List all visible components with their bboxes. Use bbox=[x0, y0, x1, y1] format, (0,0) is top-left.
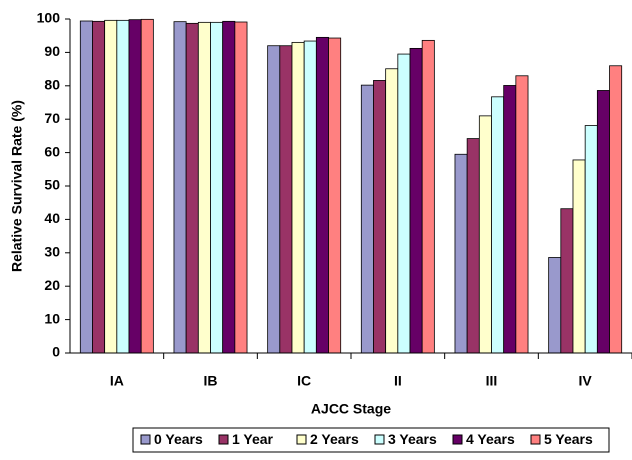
x-tick-label: III bbox=[486, 373, 498, 389]
bar bbox=[197, 21, 211, 354]
y-tick-label: 70 bbox=[44, 110, 60, 126]
bar bbox=[116, 19, 130, 354]
y-tick-label: 40 bbox=[44, 210, 60, 226]
bar bbox=[385, 68, 399, 354]
y-axis-title: Relative Survival Rate (%) bbox=[9, 100, 25, 272]
bar bbox=[478, 115, 492, 354]
x-tick-label: IV bbox=[579, 373, 593, 389]
x-axis-title: AJCC Stage bbox=[311, 401, 391, 417]
bar bbox=[79, 20, 93, 354]
bar bbox=[128, 19, 142, 354]
bar bbox=[609, 65, 623, 354]
bar bbox=[291, 41, 305, 354]
bar bbox=[267, 45, 281, 354]
bar bbox=[315, 36, 329, 354]
bar bbox=[140, 18, 154, 354]
x-tick-label: IB bbox=[204, 373, 218, 389]
legend-swatch bbox=[140, 434, 151, 445]
legend-label: 4 Years bbox=[466, 431, 515, 447]
bar bbox=[328, 37, 342, 354]
legend-label: 2 Years bbox=[310, 431, 359, 447]
bar bbox=[421, 39, 435, 354]
legend-label: 0 Years bbox=[154, 431, 203, 447]
bar bbox=[596, 90, 610, 354]
x-tick-label: IC bbox=[297, 373, 311, 389]
legend-swatch bbox=[374, 434, 385, 445]
x-tick-label: II bbox=[394, 373, 402, 389]
bar bbox=[210, 21, 224, 354]
legend-swatch bbox=[530, 434, 541, 445]
y-tick-label: 20 bbox=[44, 277, 60, 293]
bar bbox=[303, 40, 317, 354]
bar bbox=[222, 20, 236, 354]
bar bbox=[173, 21, 187, 354]
bar bbox=[185, 22, 199, 354]
y-tick-label: 60 bbox=[44, 143, 60, 159]
legend-swatch bbox=[218, 434, 229, 445]
legend-swatch bbox=[296, 434, 307, 445]
bar bbox=[279, 45, 293, 354]
bar bbox=[360, 84, 374, 354]
y-tick-label: 80 bbox=[44, 77, 60, 93]
y-tick-label: 0 bbox=[52, 344, 60, 360]
y-tick-label: 50 bbox=[44, 177, 60, 193]
bar bbox=[466, 138, 480, 354]
bar bbox=[397, 53, 411, 354]
legend-box bbox=[132, 427, 610, 453]
legend-label: 1 Year bbox=[232, 431, 274, 447]
bar bbox=[92, 20, 106, 354]
x-tick-label: IA bbox=[110, 373, 124, 389]
y-tick-label: 30 bbox=[44, 244, 60, 260]
bar bbox=[491, 96, 505, 354]
bar bbox=[234, 21, 248, 354]
bar bbox=[373, 80, 387, 354]
y-tick-label: 90 bbox=[44, 43, 60, 59]
legend-label: 3 Years bbox=[388, 431, 437, 447]
legend-swatch bbox=[452, 434, 463, 445]
legend-label: 5 Years bbox=[544, 431, 593, 447]
y-tick-label: 100 bbox=[37, 10, 61, 26]
bar bbox=[515, 75, 529, 354]
y-tick-label: 10 bbox=[44, 310, 60, 326]
bar bbox=[409, 47, 423, 354]
bar bbox=[454, 153, 468, 354]
bar bbox=[503, 85, 517, 354]
bar bbox=[548, 257, 562, 354]
bar bbox=[584, 125, 598, 354]
bar bbox=[560, 208, 574, 354]
bar bbox=[572, 159, 586, 354]
bar bbox=[104, 19, 118, 354]
